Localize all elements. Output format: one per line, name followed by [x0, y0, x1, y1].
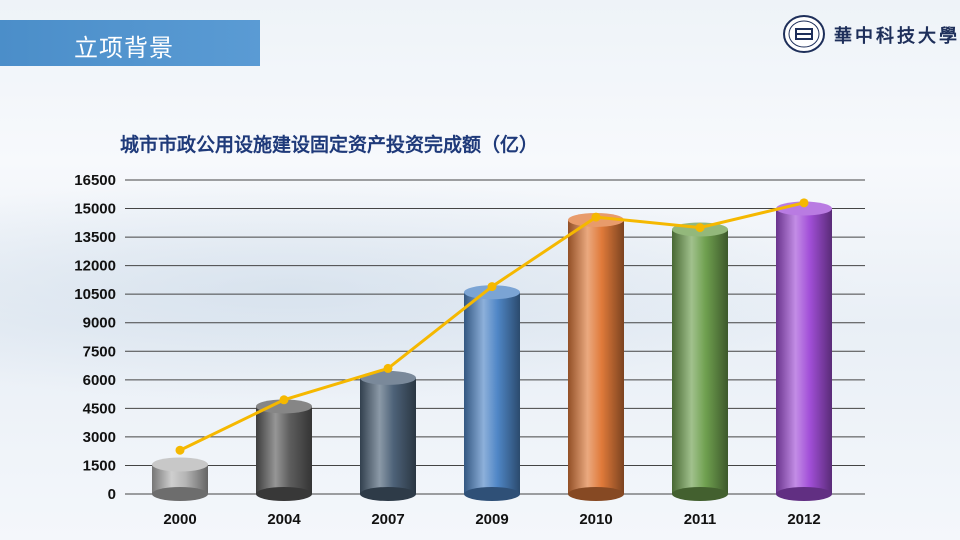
section-title: 立项背景	[74, 34, 174, 62]
y-tick-label: 16500	[74, 172, 116, 189]
line-point-2012	[799, 198, 809, 208]
y-tick-label: 3000	[83, 429, 116, 446]
section-title-bar: 立项背景	[0, 20, 260, 66]
line-point-2004	[279, 395, 289, 405]
y-tick-label: 10500	[74, 286, 116, 303]
line-point-2007	[383, 363, 393, 373]
line-point-2011	[695, 223, 705, 233]
bar-2004	[256, 399, 312, 501]
y-tick-label: 13500	[74, 229, 116, 246]
y-tick-label: 0	[108, 486, 116, 503]
bar-2011	[672, 222, 728, 501]
x-tick-label: 2009	[475, 511, 508, 528]
chart-title: 城市市政公用设施建设固定资产投资完成额（亿）	[120, 134, 539, 156]
y-tick-label: 6000	[83, 372, 116, 389]
bar-2000	[152, 457, 208, 501]
x-tick-label: 2007	[371, 511, 404, 528]
x-tick-label: 2012	[787, 511, 820, 528]
y-tick-label: 15000	[74, 201, 116, 218]
university-logo: 華中科技大學	[782, 14, 957, 54]
x-tick-label: 2010	[579, 511, 612, 528]
bar-2012	[776, 201, 832, 501]
x-tick-label: 2004	[267, 511, 301, 528]
y-tick-label: 1500	[83, 457, 116, 474]
university-seal-icon	[783, 15, 825, 53]
y-tick-label: 4500	[83, 400, 116, 417]
bar-2010	[568, 212, 624, 501]
x-tick-label: 2011	[684, 511, 717, 528]
university-name: 華中科技大學	[834, 26, 960, 47]
y-tick-label: 7500	[83, 343, 116, 360]
line-point-2010	[591, 212, 601, 222]
x-tick-label: 2000	[163, 511, 196, 528]
line-point-2009	[487, 282, 497, 292]
bar-2007	[360, 370, 416, 501]
y-tick-label: 9000	[83, 315, 116, 332]
line-point-2000	[175, 445, 185, 455]
y-tick-label: 12000	[74, 258, 116, 275]
bar-2009	[464, 285, 520, 501]
